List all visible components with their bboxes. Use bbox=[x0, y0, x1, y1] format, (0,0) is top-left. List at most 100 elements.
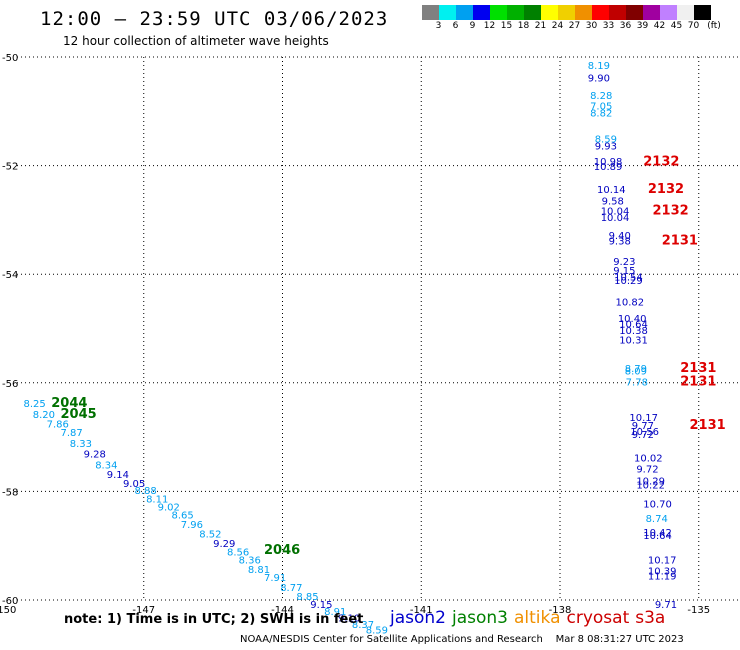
wave-height-point: 8.20 bbox=[33, 410, 55, 421]
wave-height-point: 8.88 bbox=[135, 486, 157, 497]
wave-height-point: 8.85 bbox=[296, 592, 318, 603]
wave-height-point: 10.98 bbox=[594, 157, 623, 168]
x-tick-label: -150 bbox=[0, 605, 16, 616]
page-title: 12:00 – 23:59 UTC 03/06/2023 bbox=[40, 8, 389, 30]
legend-swatch bbox=[694, 5, 711, 20]
wave-height-point: 10.02 bbox=[634, 454, 663, 465]
legend-tick-label: 42 bbox=[653, 21, 666, 31]
wave-height-point: 9.28 bbox=[84, 450, 106, 461]
footer-credit: NOAA/NESDIS Center for Satellite Applica… bbox=[240, 634, 684, 645]
wave-height-point: 9.90 bbox=[588, 73, 610, 84]
legend-tick-label: 24 bbox=[551, 21, 564, 31]
wave-height-point: 8.36 bbox=[239, 556, 261, 567]
satellite-legend-jason2: jason2 bbox=[390, 608, 446, 628]
legend-swatch bbox=[677, 5, 694, 20]
legend-unit: (ft) bbox=[707, 21, 721, 31]
wave-height-point: 9.10 bbox=[338, 614, 360, 625]
wave-height-point: 8.37 bbox=[352, 620, 374, 631]
satellite-legend-jason3: jason3 bbox=[452, 608, 508, 628]
legend-tick-label: 9 bbox=[469, 21, 476, 31]
y-tick-label: -58 bbox=[2, 487, 18, 498]
pass-time-label: 2046 bbox=[264, 543, 300, 558]
wave-height-point: 7.78 bbox=[626, 378, 648, 389]
wave-height-point: 10.29 bbox=[636, 476, 665, 487]
wave-height-point: 9.58 bbox=[602, 197, 624, 208]
pass-time-label: 2131 bbox=[680, 361, 716, 376]
x-tick-label: -141 bbox=[410, 605, 433, 616]
wave-height-point: 10.04 bbox=[601, 213, 630, 224]
wave-height-point: 8.11 bbox=[146, 494, 168, 505]
satellite-legend-cryosat: cryosat bbox=[566, 608, 630, 628]
wave-height-point: 10.29 bbox=[614, 276, 643, 287]
wave-height-point: 8.33 bbox=[70, 439, 92, 450]
wave-height-point: 10.82 bbox=[616, 298, 645, 309]
wave-height-point: 8.56 bbox=[227, 547, 249, 558]
wave-height-point: 7.87 bbox=[61, 428, 83, 439]
wave-height-point: 9.93 bbox=[595, 141, 617, 152]
wave-height-point: 10.42 bbox=[643, 528, 672, 539]
wave-height-point: 8.34 bbox=[95, 461, 117, 472]
legend-tick-label: 6 bbox=[452, 21, 459, 31]
legend-swatch bbox=[439, 5, 456, 20]
legend-tick-label: 27 bbox=[568, 21, 581, 31]
wave-height-point: 10.70 bbox=[643, 500, 672, 511]
legend-swatch bbox=[456, 5, 473, 20]
legend-tick-label: 15 bbox=[500, 21, 513, 31]
x-tick-label: -135 bbox=[687, 605, 710, 616]
legend-tick-label: 70 bbox=[687, 21, 700, 31]
wave-height-point: 7.91 bbox=[264, 573, 286, 584]
wave-height-point: 9.72 bbox=[632, 430, 654, 441]
x-tick-label: -144 bbox=[271, 605, 294, 616]
wave-height-point: 10.89 bbox=[594, 162, 623, 173]
pass-time-label: 2132 bbox=[648, 182, 684, 197]
legend-tick-label: 36 bbox=[619, 21, 632, 31]
wave-height-point: 9.14 bbox=[107, 470, 129, 481]
satellite-legend-s3a: s3a bbox=[635, 608, 666, 628]
wave-height-point: 7.96 bbox=[181, 520, 203, 531]
wave-height-point: 8.09 bbox=[625, 367, 647, 378]
wave-height-point: 9.38 bbox=[609, 236, 631, 247]
wave-height-point: 8.19 bbox=[588, 61, 610, 72]
legend-tick-label: 21 bbox=[534, 21, 547, 31]
wave-height-point: 10.40 bbox=[618, 314, 647, 325]
wave-height-point: 9.02 bbox=[158, 502, 180, 513]
legend-swatch bbox=[592, 5, 609, 20]
credit-text: NOAA/NESDIS Center for Satellite Applica… bbox=[240, 634, 543, 645]
pass-time-label: 2044 bbox=[51, 396, 87, 411]
wave-height-point: 8.59 bbox=[595, 134, 617, 145]
color-legend-bar bbox=[422, 5, 711, 20]
wave-height-point: 8.52 bbox=[199, 530, 221, 541]
wave-height-point: 9.05 bbox=[123, 479, 145, 490]
legend-swatch bbox=[558, 5, 575, 20]
wave-height-point: 8.77 bbox=[280, 583, 302, 594]
x-tick-label: -147 bbox=[132, 605, 155, 616]
wave-height-point: 8.65 bbox=[172, 511, 194, 522]
legend-swatch bbox=[473, 5, 490, 20]
wave-height-point: 9.15 bbox=[310, 600, 332, 611]
legend-tick-label: 12 bbox=[483, 21, 496, 31]
wave-height-point: 10.56 bbox=[630, 427, 659, 438]
pass-time-label: 2132 bbox=[653, 203, 689, 218]
legend-tick-label: 18 bbox=[517, 21, 530, 31]
x-tick-label: -138 bbox=[549, 605, 572, 616]
page-subtitle: 12 hour collection of altimeter wave hei… bbox=[63, 34, 329, 48]
wave-height-point: 9.29 bbox=[213, 539, 235, 550]
wave-height-point: 8.91 bbox=[324, 607, 346, 618]
pass-time-label: 2131 bbox=[690, 418, 726, 433]
wave-height-point: 10.64 bbox=[643, 531, 672, 542]
wave-height-point: 8.81 bbox=[248, 565, 270, 576]
y-tick-label: -52 bbox=[2, 162, 18, 173]
credit-timestamp: Mar 8 08:31:27 UTC 2023 bbox=[555, 634, 684, 645]
pass-time-label: 2132 bbox=[643, 155, 679, 170]
wave-height-point: 9.77 bbox=[632, 421, 654, 432]
y-tick-label: -54 bbox=[2, 270, 18, 281]
legend-swatch bbox=[541, 5, 558, 20]
legend-tick-label: 39 bbox=[636, 21, 649, 31]
legend-swatch bbox=[422, 5, 439, 20]
wave-height-point: 10.17 bbox=[648, 556, 677, 567]
wave-height-point: 8.82 bbox=[590, 109, 612, 120]
wave-height-point: 10.22 bbox=[636, 481, 665, 492]
y-tick-label: -60 bbox=[2, 596, 18, 607]
wave-height-point: 9.71 bbox=[655, 600, 677, 611]
wave-height-point: 8.25 bbox=[24, 399, 46, 410]
